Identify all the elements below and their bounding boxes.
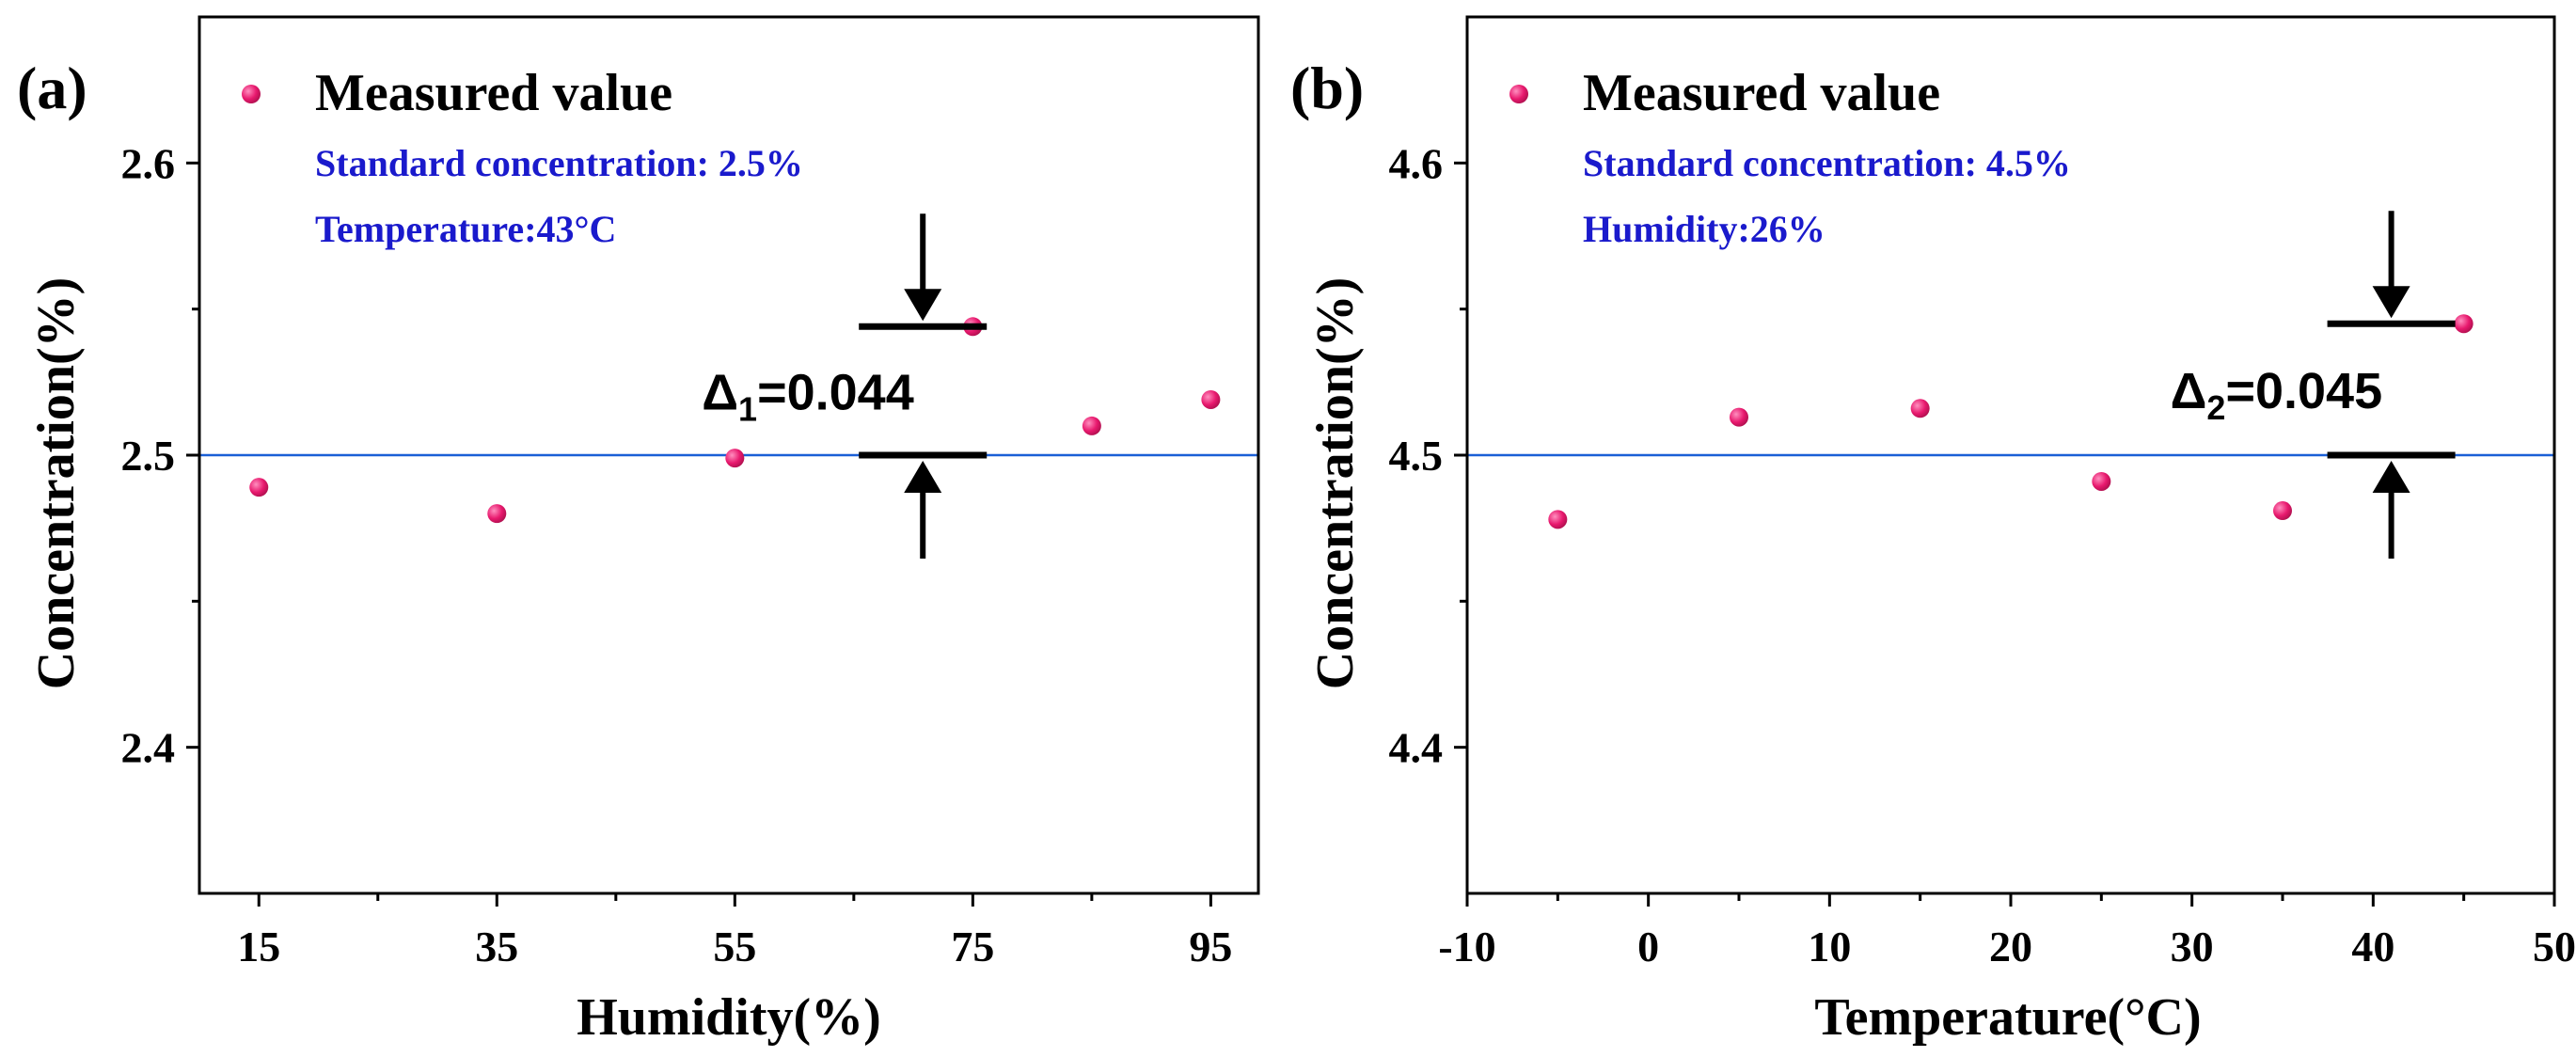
y-tick-label: 2.4 — [121, 724, 176, 772]
y-tick-label: 4.6 — [1389, 139, 1444, 187]
note-text: Standard concentration: 4.5% — [1583, 142, 2071, 184]
x-tick-label: 95 — [1189, 923, 1232, 970]
data-point — [1730, 407, 1748, 427]
data-point — [2454, 314, 2473, 334]
panel-label: (a) — [17, 55, 87, 121]
data-point — [2273, 501, 2292, 521]
delta-symbol: Δ — [2171, 363, 2207, 419]
delta-arrow-top-head — [2372, 286, 2410, 319]
delta-arrow-bottom-head — [2372, 461, 2410, 493]
legend-marker — [1509, 85, 1528, 103]
x-tick-label: 35 — [475, 923, 518, 970]
y-axis-label: Concentration(%) — [1306, 277, 1365, 690]
delta-subscript: 1 — [738, 390, 757, 429]
delta-arrow-bottom-head — [904, 461, 942, 493]
x-tick-label: 0 — [1637, 923, 1659, 970]
delta-value: =0.045 — [2225, 363, 2382, 419]
delta-value: =0.044 — [757, 365, 914, 421]
y-tick-label: 4.4 — [1389, 724, 1444, 772]
note-text: Standard concentration: 2.5% — [315, 142, 803, 184]
delta-subscript: 2 — [2206, 388, 2225, 427]
note-text: Temperature:43°C — [315, 208, 616, 250]
data-point — [1201, 389, 1221, 409]
x-tick-label: -10 — [1438, 923, 1495, 970]
x-tick-label: 75 — [951, 923, 994, 970]
data-point — [1910, 399, 1930, 418]
data-point — [487, 504, 507, 524]
delta-symbol: Δ — [702, 365, 738, 421]
x-axis-label: Temperature(°C) — [1814, 988, 2201, 1047]
x-tick-label: 30 — [2171, 923, 2214, 970]
delta-label: Δ2=0.045 — [2171, 363, 2383, 427]
data-point — [2092, 471, 2111, 491]
legend-marker — [242, 85, 261, 103]
data-point — [725, 449, 745, 468]
y-tick-label: 4.5 — [1389, 432, 1444, 480]
data-point — [249, 478, 269, 497]
delta-label: Δ1=0.044 — [702, 365, 914, 429]
data-point — [1082, 416, 1101, 435]
x-axis-label: Humidity(%) — [577, 988, 881, 1047]
y-tick-label: 2.5 — [121, 432, 176, 480]
chart-panel-b: -10 0 10 20 30 40 50 4.4 4.5 4.6 Temperature(°C) Co… — [1290, 15, 2576, 1047]
panel-label: (b) — [1290, 55, 1364, 121]
data-point — [1548, 510, 1568, 529]
x-tick-label: 10 — [1808, 923, 1851, 970]
x-tick-label: 40 — [2351, 923, 2394, 970]
x-tick-label: 20 — [1989, 923, 2032, 970]
x-tick-label: 15 — [237, 923, 280, 970]
y-tick-label: 2.6 — [121, 139, 176, 187]
x-tick-label: 50 — [2533, 923, 2576, 970]
delta-arrow-top-head — [904, 289, 942, 322]
x-tick-label: 55 — [713, 923, 756, 970]
legend-label: Measured value — [1583, 64, 1940, 122]
note-text: Humidity:26% — [1583, 208, 1825, 250]
legend-label: Measured value — [315, 64, 672, 122]
y-axis-label: Concentration(%) — [27, 277, 86, 690]
chart-panel-a: 15 35 55 75 95 2.4 2.5 2.6 Humidity(%) Concentrat… — [17, 15, 1260, 1047]
